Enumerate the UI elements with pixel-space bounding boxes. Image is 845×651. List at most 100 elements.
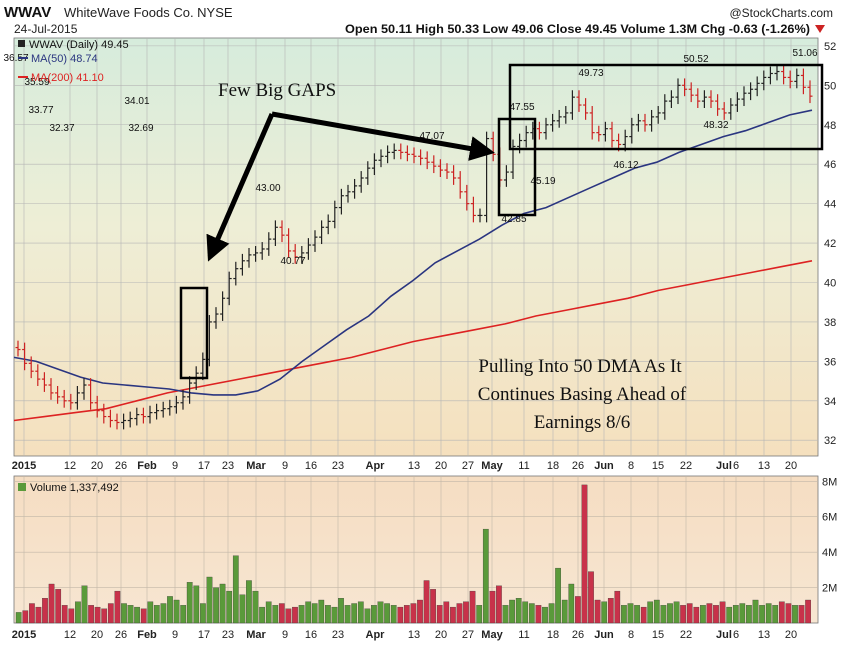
volume-grid bbox=[14, 476, 818, 623]
price-bar bbox=[114, 413, 120, 430]
volume-bar bbox=[140, 608, 147, 624]
volume-bar bbox=[48, 583, 55, 624]
price-bar bbox=[418, 149, 424, 166]
price-bar bbox=[358, 171, 364, 193]
volume-bar bbox=[22, 610, 29, 624]
x-tick-label: 17 bbox=[198, 460, 210, 472]
volume-bar bbox=[765, 603, 772, 624]
volume-bar bbox=[660, 605, 667, 624]
price-bar bbox=[635, 113, 641, 132]
volume-bar bbox=[496, 585, 502, 624]
volume-bar bbox=[417, 599, 423, 624]
x-tick-label: 23 bbox=[332, 460, 344, 472]
legend-price: WWAV (Daily) 49.45 bbox=[29, 39, 129, 51]
price-bar bbox=[556, 109, 562, 128]
x-axis-upper: 2015 12 20 26 Feb 9 17 23 Mar 9 16 23 Apr 13 20 27 May 11… bbox=[12, 460, 797, 472]
x-tick-label: 8 bbox=[628, 460, 634, 472]
volume-bar bbox=[463, 601, 469, 624]
basing-note-line-2: Continues Basing Ahead of bbox=[478, 384, 687, 405]
price-bar bbox=[477, 208, 483, 223]
price-bar bbox=[675, 78, 681, 105]
price-callout: 49.73 bbox=[578, 68, 603, 79]
volume-bar bbox=[575, 596, 581, 624]
volume-bar bbox=[706, 603, 713, 624]
price-bar bbox=[121, 413, 127, 430]
volume-bar bbox=[792, 605, 798, 624]
price-bar bbox=[404, 145, 410, 162]
volume-bar bbox=[88, 605, 94, 624]
volume-bar bbox=[535, 605, 542, 624]
volume-bar bbox=[351, 603, 358, 624]
price-bar bbox=[701, 90, 707, 108]
volume-bar bbox=[61, 605, 68, 624]
x-tick-label: 13 bbox=[758, 460, 770, 472]
price-bar bbox=[470, 196, 476, 223]
price-bar bbox=[424, 151, 430, 170]
price-bar bbox=[688, 82, 694, 103]
volume-bar bbox=[588, 571, 594, 624]
volume-bar bbox=[298, 605, 305, 624]
x-tick-label: 16 bbox=[305, 629, 317, 641]
volume-bar bbox=[305, 601, 312, 624]
x-tick-label: 13 bbox=[408, 460, 420, 472]
price-y-tick: 46 bbox=[824, 159, 836, 171]
volume-bar bbox=[390, 605, 397, 624]
volume-bar bbox=[246, 580, 252, 624]
volume-bar bbox=[265, 601, 272, 624]
price-bar bbox=[61, 389, 67, 408]
price-callout: 50.52 bbox=[683, 54, 708, 65]
price-bar bbox=[292, 244, 298, 264]
volume-bar bbox=[509, 599, 515, 624]
x-tick-label: 23 bbox=[332, 629, 344, 641]
price-bar bbox=[81, 378, 87, 400]
volume-bar bbox=[469, 590, 476, 624]
price-bar bbox=[503, 165, 509, 187]
x-tick-label: Mar bbox=[246, 460, 266, 472]
price-legend-swatch bbox=[18, 40, 25, 47]
volume-bar bbox=[134, 606, 140, 624]
volume-bar bbox=[29, 603, 35, 624]
price-callout: 36.57 bbox=[3, 53, 28, 64]
x-tick-label: 13 bbox=[758, 629, 770, 641]
volume-bar bbox=[614, 590, 621, 624]
price-y-tick: 40 bbox=[824, 277, 836, 289]
volume-bars bbox=[15, 484, 811, 624]
down-arrow-icon bbox=[815, 25, 825, 33]
price-bar bbox=[239, 253, 245, 276]
price-bar bbox=[411, 147, 417, 164]
price-callout: 34.01 bbox=[124, 96, 149, 107]
price-bar bbox=[220, 291, 226, 321]
price-bar bbox=[167, 399, 173, 416]
volume-bar bbox=[292, 606, 298, 624]
price-bar bbox=[569, 90, 575, 120]
quote-summary: Open 50.11 High 50.33 Low 49.06 Close 49… bbox=[345, 22, 810, 36]
x-tick-label: 27 bbox=[462, 629, 474, 641]
x-tick-label: Apr bbox=[366, 460, 386, 472]
volume-bar bbox=[357, 601, 364, 624]
volume-bar bbox=[667, 603, 673, 624]
price-bar bbox=[140, 407, 146, 424]
volume-bar bbox=[272, 605, 279, 624]
price-bar bbox=[536, 121, 542, 140]
price-bar bbox=[774, 64, 780, 81]
price-bar bbox=[345, 184, 351, 203]
x-tick-label: 13 bbox=[408, 629, 420, 641]
volume-bar bbox=[344, 605, 351, 624]
price-y-tick: 38 bbox=[824, 317, 836, 329]
price-bar bbox=[596, 125, 602, 142]
x-tick-label: 12 bbox=[64, 629, 76, 641]
price-bar bbox=[253, 246, 259, 262]
price-bar bbox=[94, 395, 100, 418]
x-tick-label: Jul bbox=[716, 460, 732, 472]
volume-bar bbox=[752, 599, 759, 624]
x-tick-label: 20 bbox=[435, 629, 447, 641]
x-tick-label: 9 bbox=[172, 629, 178, 641]
price-bar bbox=[576, 90, 582, 112]
volume-bar bbox=[101, 608, 108, 624]
x-tick-label: 6 bbox=[733, 460, 739, 472]
price-bar bbox=[22, 342, 28, 371]
price-bar bbox=[431, 155, 437, 174]
volume-bar bbox=[318, 599, 325, 624]
volume-bar bbox=[581, 484, 588, 624]
price-bar bbox=[682, 78, 688, 97]
